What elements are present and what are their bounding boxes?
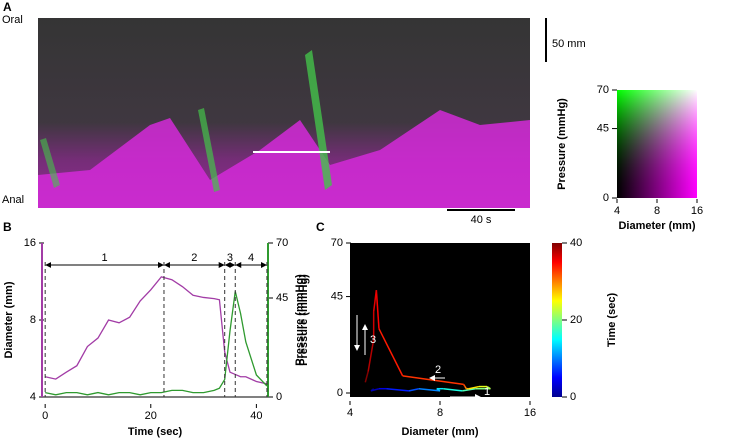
trajectory-segment <box>375 290 380 329</box>
y-tick-label: 70 <box>331 237 343 249</box>
panel-label: A <box>3 0 12 14</box>
x-axis-title: Time (sec) <box>128 426 183 438</box>
plot-area-c <box>350 243 530 397</box>
x-tick-label: 40 <box>250 410 262 422</box>
y-tick-label: 45 <box>597 122 609 134</box>
trajectory-segment <box>372 290 378 312</box>
trajectory-segment <box>463 384 466 387</box>
trajectory-segment <box>464 386 467 390</box>
y-tick-label: 20 <box>570 314 582 326</box>
x-tick-label: 16 <box>691 205 703 217</box>
trajectory-segment <box>408 387 420 392</box>
trajectory-segment <box>468 385 480 390</box>
y-tick-label: 0 <box>276 391 282 403</box>
panel-label: B <box>3 220 12 234</box>
trajectory-segment <box>443 387 463 392</box>
y-tick-label: 0 <box>570 391 576 403</box>
top-label: Oral <box>2 14 23 26</box>
x-tick-label: 0 <box>42 410 48 422</box>
trajectory-segment <box>364 371 369 383</box>
annotation: 2 <box>435 364 441 376</box>
trajectory-segment <box>370 387 380 392</box>
y-tick-label: 45 <box>276 292 288 304</box>
trajectory-segment <box>462 387 476 392</box>
y-tick-label: 0 <box>603 192 609 204</box>
panel-label: C <box>316 220 325 234</box>
annotation: 1 <box>484 386 490 398</box>
y-tick-label: 70 <box>276 237 288 249</box>
y-tick-label: 45 <box>331 290 343 302</box>
x-axis-title: Diameter (mm) <box>401 426 478 438</box>
scale-label: 40 s <box>471 214 492 226</box>
phase-label: 1 <box>102 252 108 264</box>
y-axis-title: Diameter (mm) <box>3 281 15 358</box>
y-axis-title: Pressure (mmHg) <box>556 98 568 190</box>
annotation: 3 <box>370 334 376 346</box>
y-tick-label: 8 <box>30 314 36 326</box>
data-line <box>45 276 268 385</box>
y-tick-label: 70 <box>597 84 609 96</box>
y-tick-label: 16 <box>24 237 36 249</box>
y-tick-label: 4 <box>30 391 36 403</box>
x-axis-title: Diameter (mm) <box>618 220 695 232</box>
x-tick-label: 8 <box>437 407 443 419</box>
spatiotemporal-map <box>38 18 530 208</box>
scale-label: 50 mm <box>552 38 586 50</box>
colorbar <box>552 243 562 397</box>
x-tick-label: 20 <box>145 410 157 422</box>
trajectory-segment <box>418 387 441 392</box>
phase-label: 2 <box>191 252 197 264</box>
y-tick-label: 40 <box>570 237 582 249</box>
annotation: 4 <box>344 324 350 336</box>
data-line <box>45 291 268 396</box>
trajectory-segment <box>378 328 404 377</box>
colormap-2d-overlay <box>617 90 697 198</box>
y-axis-title: Pressure (mmHg) <box>298 274 310 366</box>
x-tick-label: 16 <box>524 407 536 419</box>
colorbar-title: Time (sec) <box>606 293 618 348</box>
trajectory-segment <box>386 387 410 392</box>
trajectory-segment <box>486 385 491 390</box>
phase-label: 3 <box>227 252 233 264</box>
x-tick-label: 4 <box>347 407 353 419</box>
trajectory-segment <box>367 339 375 372</box>
y2-axis-title: Pressure (mmHg) <box>294 274 306 366</box>
bottom-label: Anal <box>2 194 24 206</box>
x-tick-label: 8 <box>654 205 660 217</box>
x-tick-label: 4 <box>614 205 620 217</box>
y-tick-label: 0 <box>337 387 343 399</box>
phase-label: 4 <box>248 252 254 264</box>
